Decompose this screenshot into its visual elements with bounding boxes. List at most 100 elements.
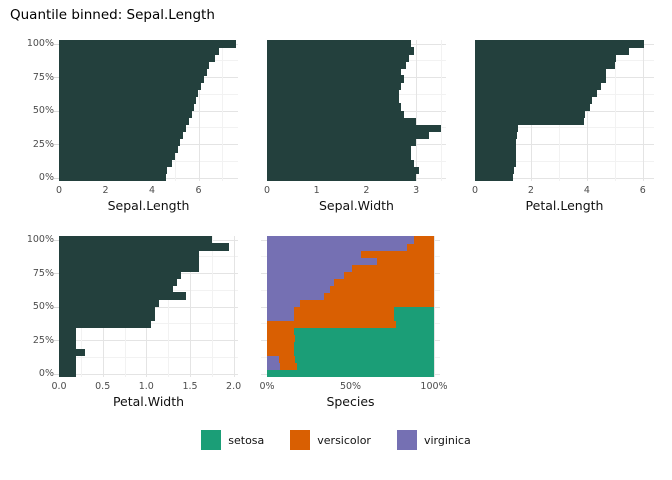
quantile-bar bbox=[59, 292, 186, 300]
bar-segment-virginica bbox=[267, 278, 334, 286]
quantile-bar bbox=[59, 278, 177, 286]
facet-panel-petal-length: 0 2 4 6 Petal.Length bbox=[472, 40, 654, 213]
x-tick-label: 1.5 bbox=[182, 381, 198, 392]
bar-segment-setosa bbox=[293, 348, 434, 357]
legend-item-virginica: virginica bbox=[396, 430, 471, 450]
quantile-bar bbox=[59, 75, 205, 83]
quantile-bar bbox=[267, 159, 414, 168]
quantile-bar bbox=[475, 110, 586, 119]
quantile-bar bbox=[267, 89, 399, 97]
gridline-minor bbox=[475, 127, 654, 129]
y-tick-label: 50% bbox=[32, 105, 54, 116]
bar-segment-setosa bbox=[293, 341, 434, 350]
quantile-bar bbox=[59, 257, 199, 265]
quantile-bar bbox=[267, 110, 404, 119]
x-tick-label: 2.0 bbox=[226, 381, 242, 392]
quantile-bar bbox=[59, 327, 77, 336]
quantile-bar bbox=[59, 61, 209, 69]
y-tick-label: 100% bbox=[26, 234, 54, 245]
x-tick-label: 0 bbox=[55, 185, 63, 196]
quantile-bar bbox=[59, 68, 207, 76]
gridline-major bbox=[475, 144, 654, 145]
gridline-minor bbox=[211, 236, 213, 377]
quantile-bar bbox=[475, 124, 519, 133]
legend-label-virginica: virginica bbox=[423, 433, 471, 447]
quantile-bar bbox=[267, 82, 402, 90]
x-tick-label: 100% bbox=[420, 381, 448, 392]
y-tick-mark bbox=[54, 110, 59, 112]
quantile-bar bbox=[59, 243, 230, 251]
y-tick-label: 50% bbox=[32, 301, 54, 312]
quantile-bar bbox=[59, 145, 178, 154]
y-tick-mark bbox=[54, 177, 59, 179]
x-tick-label: 0% bbox=[259, 381, 275, 392]
gridline-major bbox=[190, 236, 191, 377]
quantile-bar bbox=[59, 138, 180, 147]
quantile-bar bbox=[59, 236, 212, 244]
quantile-bar bbox=[59, 299, 160, 307]
quantile-bar bbox=[475, 68, 607, 76]
quantile-bar bbox=[475, 96, 593, 104]
bar-segment-versicolor bbox=[293, 313, 394, 322]
quantile-bar bbox=[59, 348, 86, 357]
x-tick-label: 6 bbox=[639, 185, 646, 196]
bar-segment-versicolor bbox=[293, 306, 394, 315]
quantile-bar bbox=[475, 47, 629, 55]
bar-segment-setosa bbox=[295, 355, 434, 364]
gridline-major bbox=[59, 340, 238, 341]
quantile-bar bbox=[59, 159, 172, 168]
gridline-major bbox=[233, 236, 235, 377]
quantile-bar bbox=[267, 75, 404, 83]
gridline-minor bbox=[221, 40, 223, 181]
quantile-bar bbox=[59, 271, 182, 279]
bar-segment-virginica bbox=[267, 250, 361, 258]
y-tick-label: 25% bbox=[32, 334, 54, 346]
quantile-bar bbox=[475, 145, 516, 154]
bar-segment-versicolor bbox=[413, 236, 434, 244]
x-axis-title: Petal.Width bbox=[112, 394, 185, 409]
y-tick-label: 100% bbox=[26, 38, 54, 49]
bar-segment-setosa bbox=[393, 306, 434, 315]
quantile-bar bbox=[267, 117, 417, 126]
bar-segment-versicolor bbox=[333, 278, 434, 286]
quantile-bar bbox=[59, 264, 199, 272]
y-tick-mark bbox=[54, 77, 59, 78]
facet-panel-species: 0% 50% 100% Species bbox=[259, 236, 448, 409]
bar-segment-virginica bbox=[267, 306, 294, 315]
bar-segment-virginica bbox=[267, 292, 324, 300]
bar-segment-setosa bbox=[297, 362, 434, 371]
bar-segment-setosa bbox=[393, 313, 434, 322]
bar-segment-virginica bbox=[267, 236, 414, 244]
legend-label-setosa: setosa bbox=[228, 433, 265, 447]
quantile-bar bbox=[475, 89, 597, 97]
quantile-bar bbox=[59, 334, 77, 343]
quantile-bar bbox=[59, 152, 176, 161]
bar-segment-versicolor bbox=[280, 362, 298, 371]
y-tick-label: 0% bbox=[38, 368, 54, 379]
x-tick-label: 0 bbox=[263, 185, 271, 196]
y-tick-label: 75% bbox=[32, 71, 54, 83]
bar-segment-virginica bbox=[267, 355, 279, 364]
bar-segment-virginica bbox=[267, 243, 408, 251]
bar-segment-versicolor bbox=[407, 243, 434, 251]
quantile-bar bbox=[475, 173, 513, 182]
quantile-bar bbox=[475, 82, 601, 90]
bar-segment-versicolor bbox=[330, 285, 434, 293]
quantile-bar bbox=[59, 320, 151, 329]
bar-segment-virginica bbox=[267, 257, 378, 265]
y-tick-mark bbox=[54, 239, 59, 241]
gridline-minor bbox=[614, 40, 616, 181]
bar-segment-virginica bbox=[267, 271, 344, 279]
quantile-bar bbox=[59, 250, 199, 258]
bar-segment-virginica bbox=[267, 299, 301, 307]
gridline-minor bbox=[59, 356, 238, 358]
y-tick-label: 25% bbox=[32, 138, 54, 150]
quantile-bar bbox=[59, 96, 197, 104]
quantile-bar bbox=[59, 82, 201, 90]
quantile-bar bbox=[59, 110, 192, 119]
chart-title: Quantile binned: Sepal.Length bbox=[10, 7, 215, 23]
quantile-bar bbox=[59, 285, 173, 293]
x-tick-label: 50% bbox=[339, 381, 362, 392]
quantile-bar bbox=[59, 103, 194, 111]
